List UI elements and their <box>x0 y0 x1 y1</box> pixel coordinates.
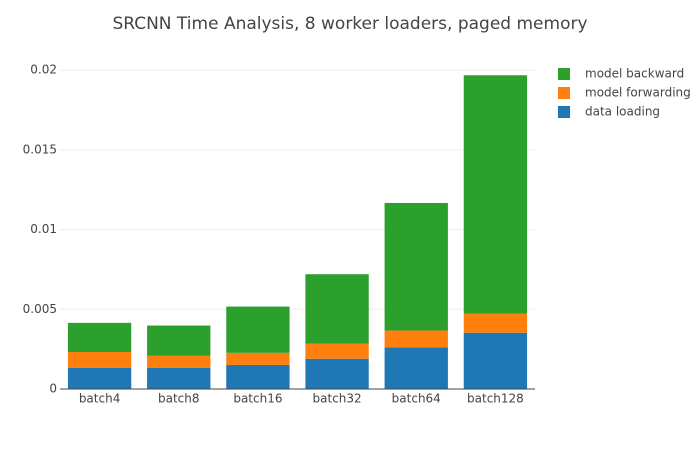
bar-segment <box>305 343 369 359</box>
legend-label: model backward <box>585 67 684 81</box>
bar-segment <box>226 364 290 389</box>
bar-segment <box>226 352 290 365</box>
bar-segment <box>147 367 211 389</box>
x-tick-label: batch64 <box>392 392 441 406</box>
bar-segment <box>384 202 448 331</box>
legend-swatch <box>558 106 570 118</box>
bar-segment <box>147 325 211 356</box>
x-tick-label: batch4 <box>79 392 121 406</box>
bar-segment <box>67 367 132 389</box>
bar-segment <box>67 352 132 368</box>
y-tick-label: 0 <box>49 382 57 396</box>
legend-label: data loading <box>585 105 660 119</box>
bar-segment <box>147 355 211 368</box>
x-tick-label: batch8 <box>158 392 200 406</box>
y-tick-label: 0.02 <box>30 63 57 77</box>
x-tick-label: batch32 <box>313 392 362 406</box>
bar-segment <box>463 313 528 333</box>
bar-segment <box>384 330 448 348</box>
y-tick-label: 0.015 <box>23 142 57 156</box>
bar-segment <box>384 347 448 389</box>
legend-swatch <box>558 68 570 80</box>
x-tick-label: batch128 <box>467 392 524 406</box>
x-tick-label: batch16 <box>233 392 282 406</box>
bar-segment <box>305 358 369 389</box>
chart-title: SRCNN Time Analysis, 8 worker loaders, p… <box>112 14 587 34</box>
legend-label: model forwarding <box>585 86 691 100</box>
bar-segment <box>226 306 290 353</box>
legend-swatch <box>558 87 570 99</box>
y-tick-label: 0.01 <box>30 222 57 236</box>
y-tick-label: 0.005 <box>23 302 57 316</box>
bar-segment <box>463 332 528 389</box>
bar-segment <box>463 75 528 314</box>
bar-segment <box>67 322 132 353</box>
bar-segment <box>305 274 369 344</box>
